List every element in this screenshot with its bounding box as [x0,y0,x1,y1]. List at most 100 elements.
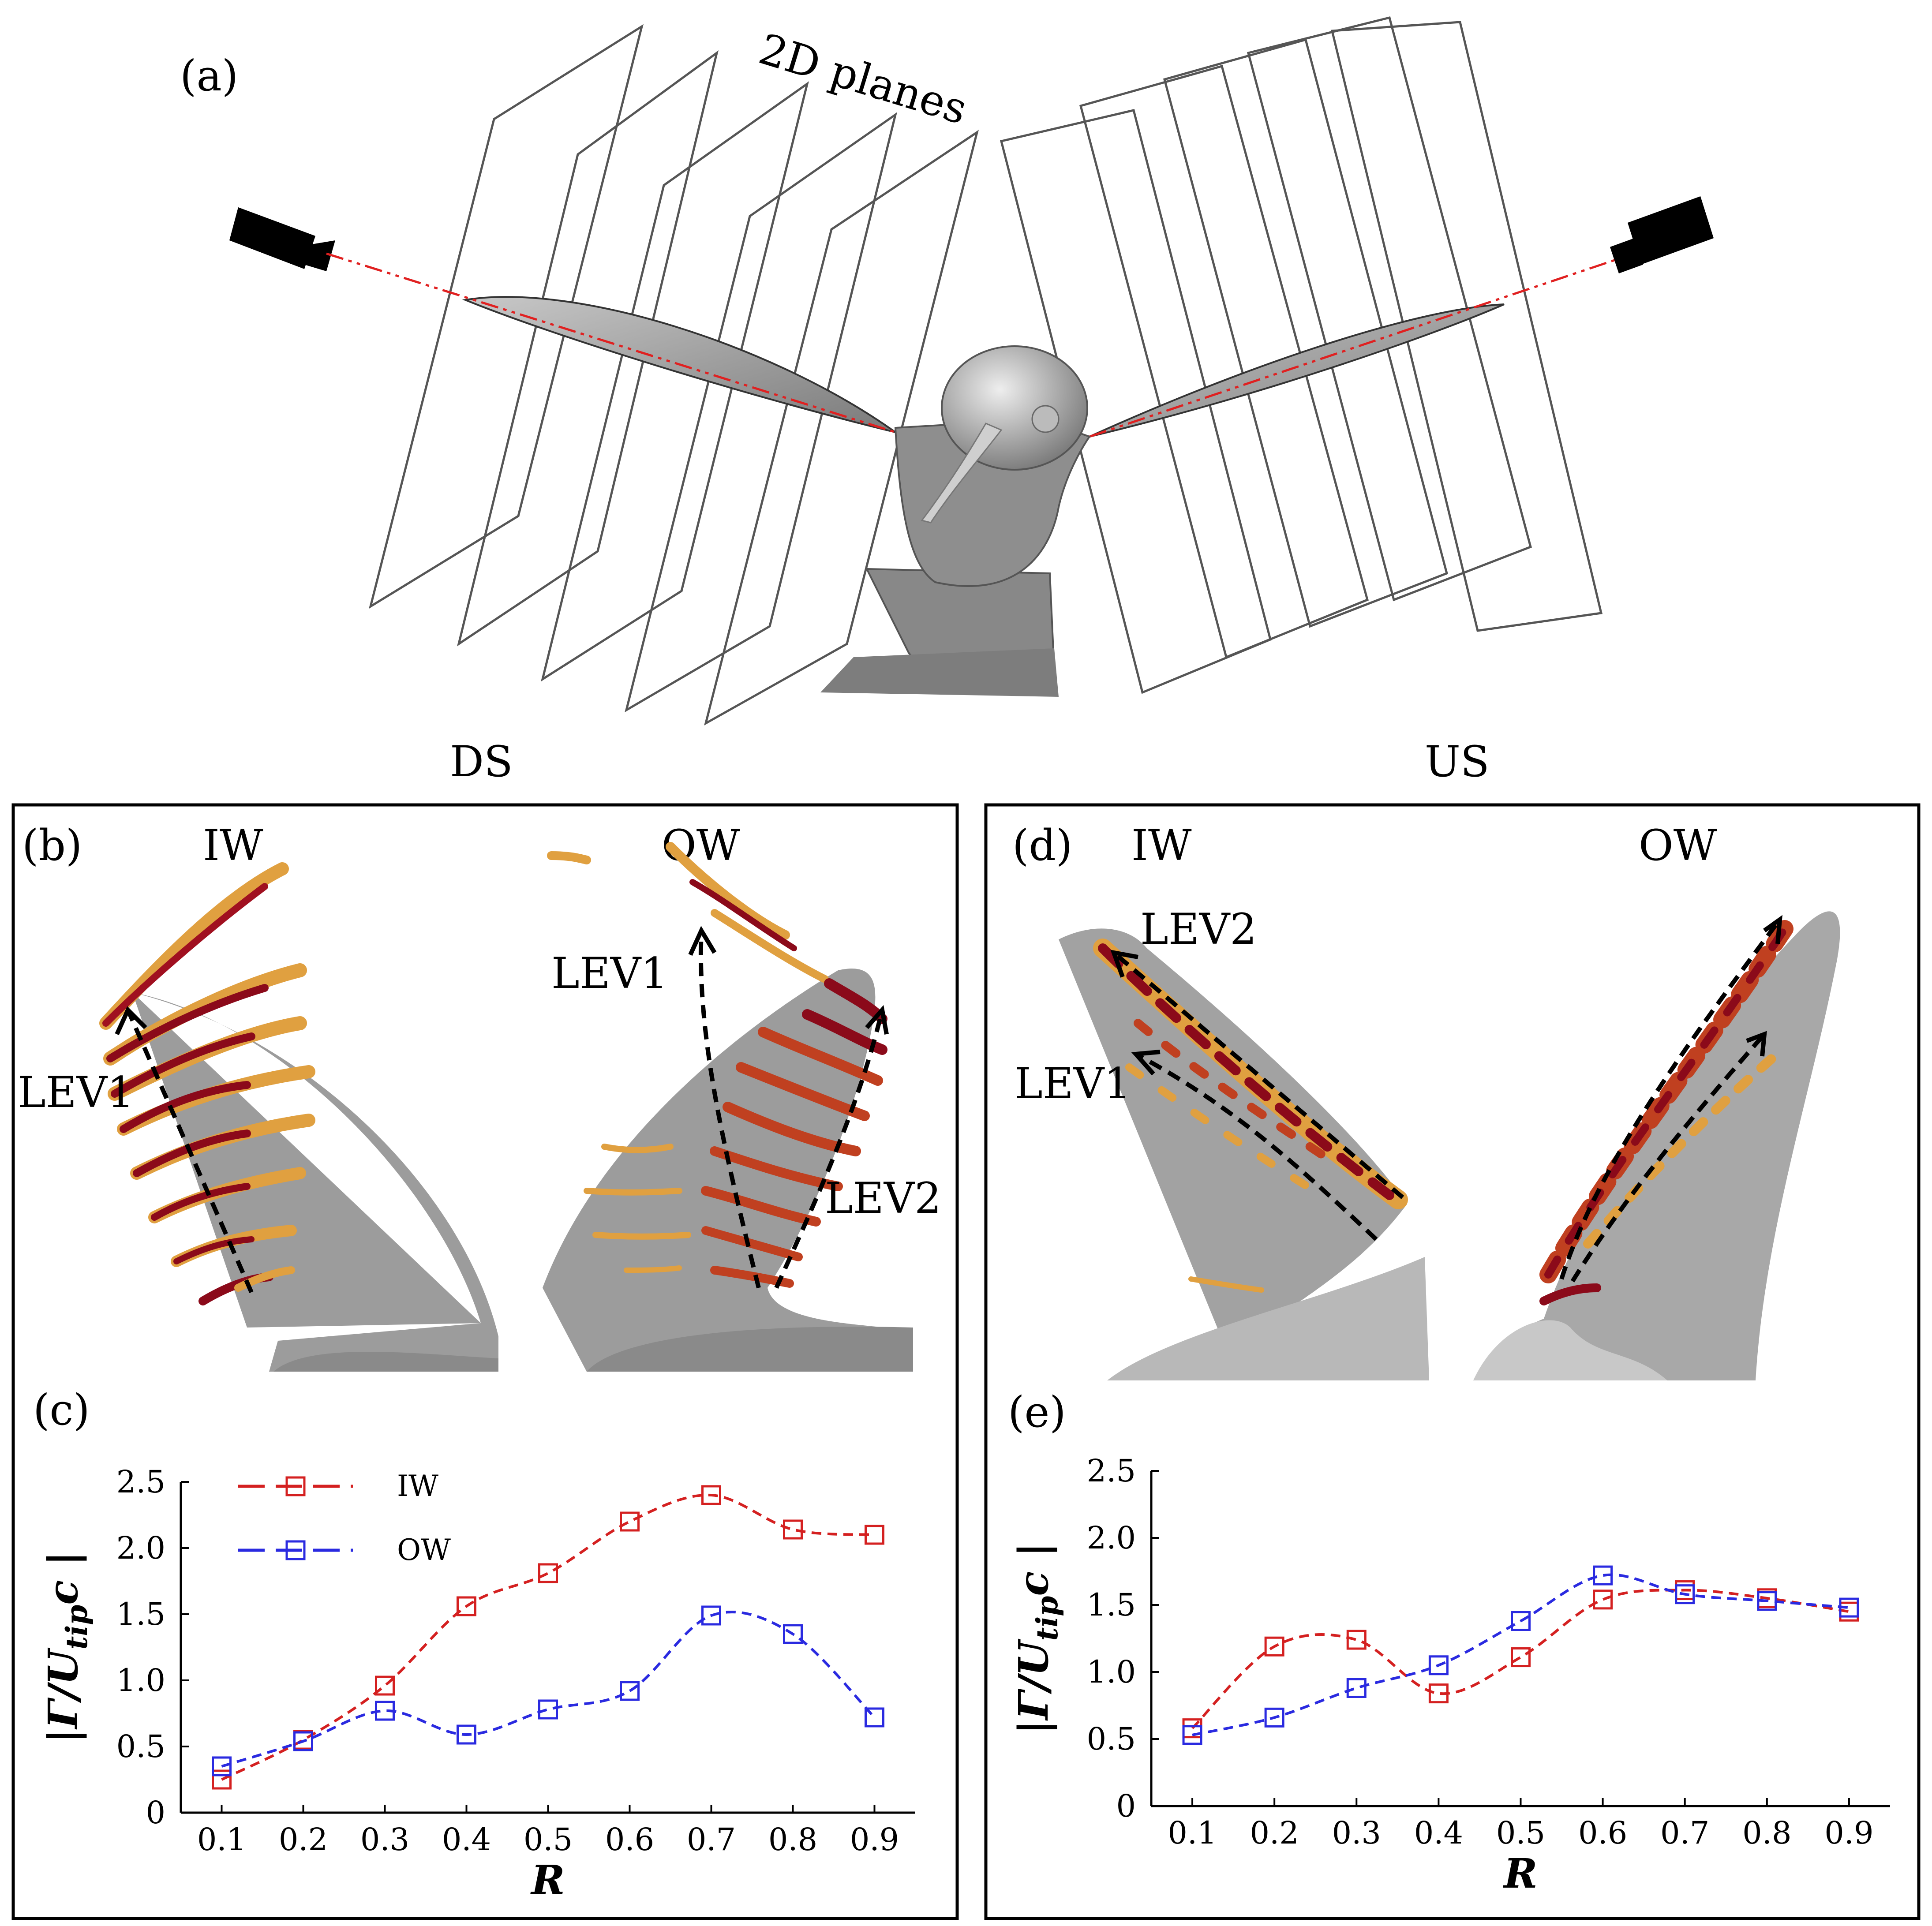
chart-e-x-tick-label: 0.1 [1168,1815,1217,1851]
chart-c-y-tick-label: 1.5 [116,1596,165,1632]
panel-d: (d) IW OW LEV2 LEV1 [1012,821,1840,1380]
chart-c-point-ow [457,1724,476,1745]
panel-b-ow-lev1-arrow [698,930,761,1289]
panel-e: (e) 0.1 0.2 0.3 0.4 0.5 0.6 0.7 0.8 0.9 0 0.5 1.0 1.… [1008,1387,1890,1897]
chart-e-point-ow [1264,1707,1284,1728]
panel-b-ow-lev1-label: LEV1 [551,949,668,998]
chart-c-point-ow [538,1699,558,1720]
panel-b-iw-lev1-arrow [126,1009,254,1294]
panel-b-ow-lev2-label: LEV2 [825,1174,941,1223]
chart-c-point-ow [620,1681,640,1701]
chart-c-point-iw [701,1485,721,1505]
camera-left-icon [229,207,335,271]
chart-e-series-ow [1192,1573,1850,1736]
chart-c-point-iw [457,1596,476,1616]
us-label: US [1425,737,1490,786]
panel-d-iw-lev1-arrow [1134,1052,1378,1241]
chart-e-point-ow [1593,1565,1613,1586]
panel-d-iw-vortex [1093,939,1408,1293]
panel-d-ow-label: OW [1639,821,1717,870]
chart-c-point-ow [375,1701,395,1721]
planes-left [369,24,979,726]
panel-c-label: (c) [33,1385,90,1435]
panel-b-ow-vortex [547,842,887,1288]
chart-c-legend-label-ow: OW [397,1533,451,1567]
chart-c-x-label: R [530,1856,565,1904]
chart-c-point-iw [620,1511,640,1532]
panel-c: (c) 0.1 0.2 0.3 0.4 0.5 0.6 0.7 0.8 0.9 0 0.5 1.0 1.… [33,1385,915,1904]
chart-e-point-ow [1346,1678,1367,1698]
ds-label: DS [450,737,513,786]
chart-c-point-iw [212,1769,232,1790]
panel-b-iw-vortex [99,862,315,1305]
chart-e-point-ow [1839,1597,1859,1618]
panel-e-label: (e) [1008,1387,1066,1437]
chart-c-point-iw [865,1525,884,1545]
chart-c-legend-marker-iw [285,1476,306,1496]
chart-c-x-tick-label: 0.4 [442,1821,491,1858]
chart-e-point-iw [1428,1683,1449,1704]
chart-c-point-ow [865,1707,884,1728]
chart-c-point-ow [783,1624,803,1644]
chart-e-point-ow [1675,1584,1695,1604]
chart-c-legend-label-iw: IW [397,1469,438,1503]
chart-e-y-tick-label: 0.5 [1087,1721,1136,1757]
right-wing [1089,303,1505,438]
chart-c-y-tick-label: 2.5 [116,1464,165,1500]
chart-e-point-iw [1593,1589,1613,1610]
panel-d-ow-lev1-arrow [1570,1032,1766,1283]
chart-c-x-tick-label: 0.2 [279,1821,328,1858]
chart-c: 0.1 0.2 0.3 0.4 0.5 0.6 0.7 0.8 0.9 0 0.5 1.0 1.5 2.0… [39,1464,915,1904]
panel-a-label: (a) [180,51,238,101]
panel-de-frame [984,803,1921,1920]
chart-c-point-ow [212,1756,232,1776]
chart-e-point-ow [1757,1591,1777,1611]
chart-e-x-tick-label: 0.6 [1578,1815,1627,1851]
chart-c-y-tick-label: 0 [146,1795,165,1831]
panel-bc-frame [11,803,959,1920]
chart-c-x-tick-label: 0.7 [687,1821,736,1858]
chart-e-y-tick-label: 2.0 [1087,1520,1136,1556]
panel-d-ow-lev2-arrow [1559,918,1782,1280]
panel-b-label: (b) [22,821,82,870]
panel-d-label: (d) [1012,821,1072,870]
planes-label: 2D planes [753,24,973,134]
camera-right-icon [1610,196,1714,273]
chart-c-point-ow [701,1605,721,1626]
panel-b-ow-lev2-arrow [774,1009,884,1289]
chart-c-y-tick-label: 0.5 [116,1728,165,1765]
chart-e-series-iw [1191,1589,1850,1729]
chart-c-y-tick-label: 2.0 [116,1530,165,1566]
chart-c-series-iw [221,1493,875,1781]
chart-e-y-tick-label: 0 [1116,1788,1136,1824]
panel-b: (b) IW OW LEV1 [18,821,941,1372]
panel-b-iw-label: IW [203,821,263,870]
chart-e-point-ow [1511,1611,1531,1631]
chart-c-series-ow [221,1611,876,1768]
chart-c-x-tick-label: 0.9 [850,1821,899,1858]
planes-right [1000,16,1603,694]
chart-c-x-tick-label: 0.6 [605,1821,654,1858]
chart-e-x-tick-label: 0.5 [1496,1815,1545,1851]
chart-e-x-tick-label: 0.8 [1742,1815,1791,1851]
panel-b-ow-wing [543,969,913,1372]
chart-c-x-tick-label: 0.3 [360,1821,409,1858]
panel-a: (a) 2D planes [180,16,1714,786]
chart-c-x-tick-label: 0.8 [768,1821,817,1858]
panel-d-iw-lev2-label: LEV2 [1140,905,1257,954]
chart-c-y-tick-label: 1.0 [116,1662,165,1698]
chart-c-y-label: |Γ/Utipc | [39,1551,94,1743]
chart-e-x-label: R [1502,1850,1537,1897]
chart-e-point-ow [1182,1725,1202,1745]
chart-e-point-iw [1511,1647,1531,1668]
bird-body [820,345,1091,697]
panel-d-ow-wing [1473,911,1840,1380]
chart-e-x-tick-label: 0.7 [1660,1815,1709,1851]
chart-c-point-iw [538,1563,558,1583]
panel-b-iw-lev1-label: LEV1 [18,1068,134,1117]
chart-c-point-iw [783,1519,803,1540]
chart-c-x-tick-label: 0.1 [197,1821,246,1858]
chart-c-point-iw [375,1675,395,1696]
chart-e-y-label: |Γ/Utipc | [1010,1542,1064,1735]
